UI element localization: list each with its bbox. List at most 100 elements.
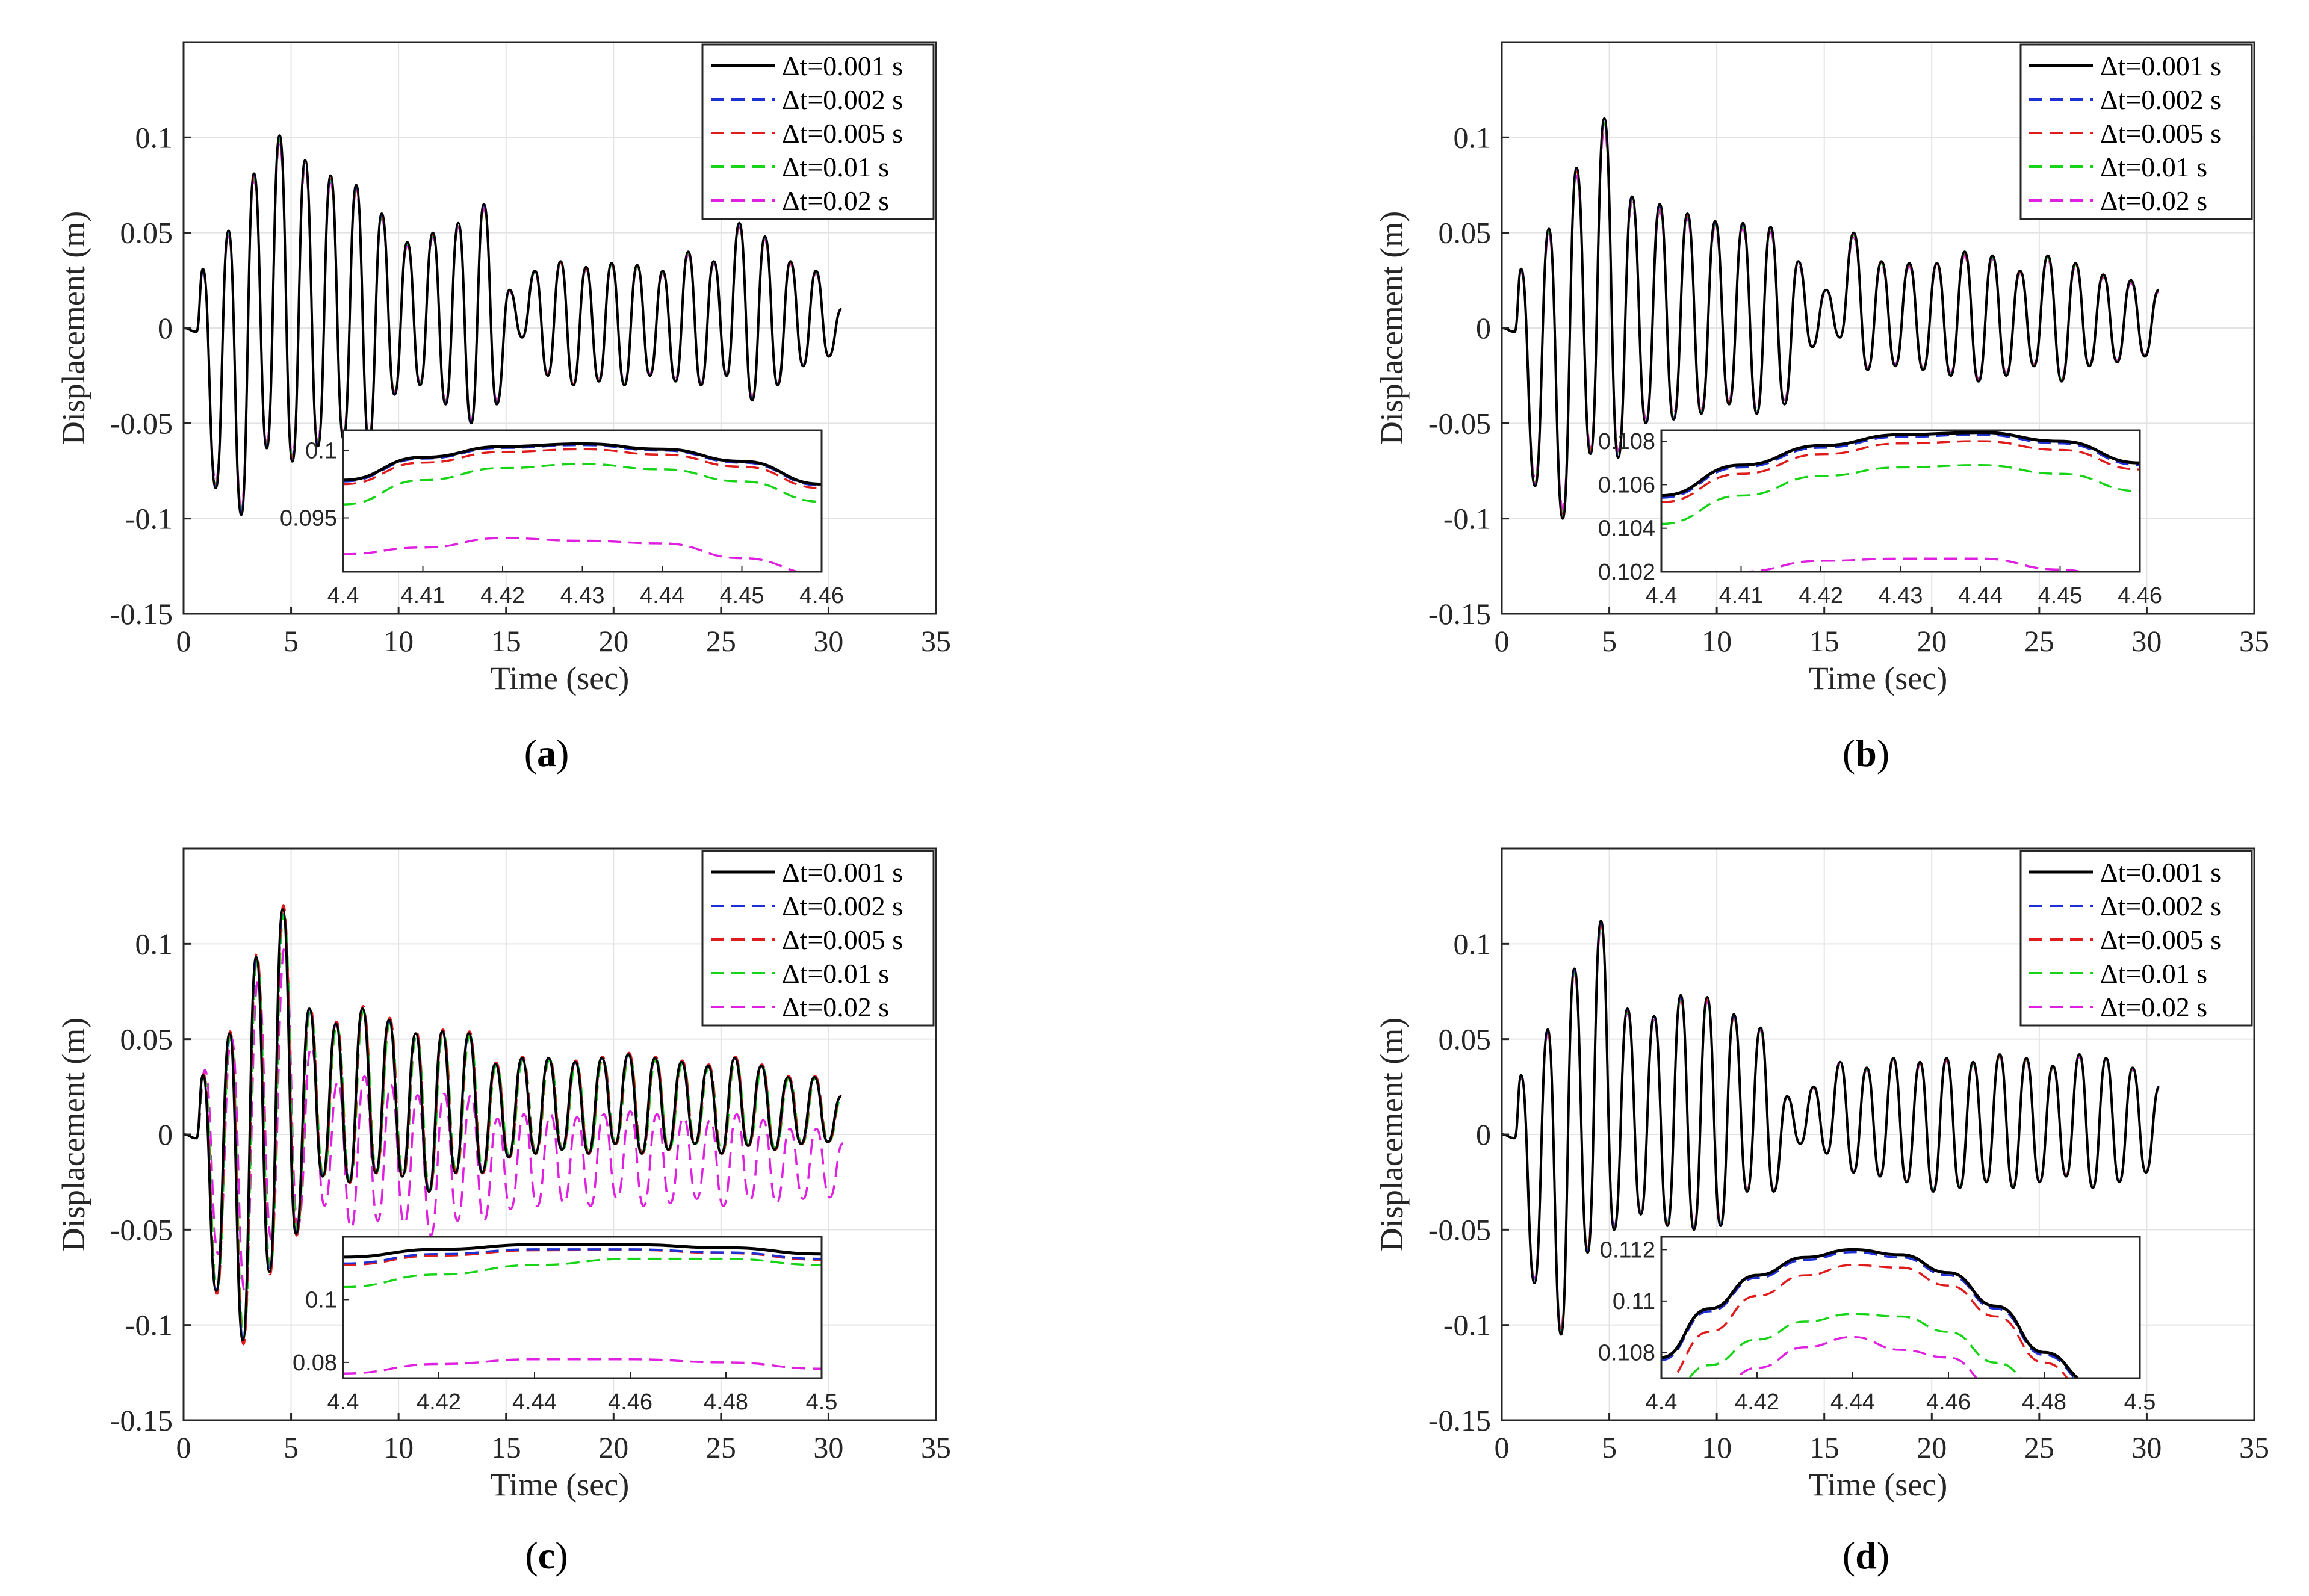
inset-line-4 (1688, 1313, 2022, 1378)
inset-x-tick-label: 4.44 (640, 583, 684, 608)
inset-y-tick-label: 0.106 (1598, 472, 1655, 498)
y-tick-label: -0.15 (1428, 1403, 1491, 1437)
x-tick-label: 0 (176, 624, 191, 658)
x-tick-label: 35 (2239, 624, 2269, 658)
inset-x-tick-label: 4.42 (1735, 1390, 1779, 1415)
legend-label: Δt=0.001 s (2100, 857, 2221, 888)
inset-x-tick-label: 4.5 (2124, 1390, 2156, 1415)
legend-label: Δt=0.002 s (782, 84, 903, 115)
inset-line-3 (1671, 1264, 2069, 1378)
legend-label: Δt=0.02 s (782, 992, 889, 1022)
x-tick-label: 30 (813, 624, 843, 658)
inset-y-tick-label: 0.108 (1598, 429, 1655, 454)
x-tick-label: 30 (2131, 624, 2162, 658)
y-tick-label: -0.1 (125, 1308, 173, 1342)
x-tick-label: 0 (1495, 624, 1510, 658)
legend-label: Δt=0.005 s (782, 118, 903, 149)
y-tick-label: -0.15 (110, 597, 173, 631)
inset-x-tick-label: 4.45 (2038, 583, 2083, 608)
chart-panel-b: 0 5 10 15 20 25 30 35 -0.15 -0.1 -0.05 0 0.05 0.1 Time… (1374, 41, 2269, 696)
inset-y-tick-label: 0.112 (1600, 1237, 1655, 1263)
y-tick-label: 0.05 (120, 1022, 173, 1056)
inset-x-tick-label: 4.48 (2022, 1390, 2066, 1415)
legend: Δt=0.001 sΔt=0.002 sΔt=0.005 sΔt=0.01 sΔ… (2019, 850, 2253, 1027)
legend-label: Δt=0.001 s (782, 857, 903, 888)
y-tick-label: -0.1 (125, 502, 173, 536)
x-tick-label: 5 (284, 624, 299, 658)
inset-chart: 4.4 4.41 4.42 4.43 4.44 4.45 4.46 0.095 0.1 (280, 429, 844, 608)
panel-label-a: (a) (524, 732, 569, 775)
inset-x-tick-label: 4.44 (1830, 1390, 1875, 1415)
inset-background (343, 1237, 822, 1378)
series-group (1501, 117, 2160, 520)
y-tick-label: 0.05 (120, 216, 173, 250)
y-tick-label: -0.05 (110, 406, 173, 440)
inset-background (343, 430, 822, 572)
legend-label: Δt=0.02 s (2100, 992, 2207, 1022)
inset-chart: 4.4 4.42 4.44 4.46 4.48 4.5 0.108 0.11 0.112 (1598, 1236, 2156, 1415)
chart-panel-a: 0 5 10 15 20 25 30 35 -0.15 -0.1 -0.05 0 0.05 0.1 Time… (55, 41, 951, 696)
x-tick-label: 10 (1702, 1431, 1732, 1464)
inset-x-tick-label: 4.43 (560, 583, 605, 608)
y-tick-label: 0 (1476, 311, 1491, 345)
y-tick-label: 0.1 (1454, 120, 1492, 154)
x-tick-label: 5 (1602, 1431, 1617, 1464)
x-tick-label: 10 (383, 1431, 414, 1464)
y-tick-label: 0.05 (1439, 1022, 1492, 1056)
inset-x-tick-label: 4.43 (1879, 583, 1923, 608)
legend: Δt=0.001 sΔt=0.002 sΔt=0.005 sΔt=0.01 sΔ… (701, 43, 935, 220)
inset-x-tick-label: 4.46 (799, 583, 844, 608)
legend-label: Δt=0.001 s (782, 51, 903, 81)
inset-x-tick-label: 4.42 (480, 583, 525, 608)
inset-y-tick-label: 0.1 (305, 439, 337, 464)
x-tick-label: 25 (706, 1431, 736, 1464)
y-tick-label: -0.15 (1428, 597, 1491, 631)
series-group (1501, 920, 2161, 1336)
y-tick-label: -0.05 (1428, 1213, 1491, 1246)
inset-line-3 (343, 448, 822, 489)
inset-chart: 4.4 4.42 4.44 4.46 4.48 4.5 0.08 0.1 (293, 1236, 837, 1415)
inset-x-tick-label: 4.45 (720, 583, 764, 608)
legend-label: Δt=0.01 s (782, 152, 889, 182)
inset-line-1 (343, 442, 822, 486)
inset-y-tick-label: 0.102 (1598, 560, 1655, 585)
inset-curves (1661, 431, 2140, 572)
series-line-1 (1501, 117, 2160, 520)
legend-label: Δt=0.01 s (2100, 152, 2207, 182)
inset-x-tick-label: 4.46 (2118, 583, 2162, 608)
inset-y-tick-label: 0.104 (1598, 516, 1655, 542)
x-tick-label: 30 (813, 1431, 843, 1464)
inset-x-tick-label: 4.46 (1926, 1390, 1971, 1415)
series-line-5 (183, 946, 845, 1293)
y-tick-label: 0 (1476, 1118, 1491, 1151)
inset-curves (343, 1243, 822, 1375)
inset-x-tick-label: 4.4 (1646, 583, 1678, 608)
inset-x-tick-label: 4.4 (1646, 1390, 1678, 1415)
inset-box (1660, 1236, 2141, 1379)
x-tick-label: 15 (1809, 624, 1839, 658)
inset-line-4 (343, 463, 822, 506)
y-tick-label: -0.15 (110, 1403, 173, 1437)
series-line-1 (183, 134, 843, 516)
legend-label: Δt=0.01 s (782, 958, 889, 989)
inset-x-tick-label: 4.44 (1958, 583, 2003, 608)
inset-x-tick-label: 4.4 (327, 583, 359, 608)
panel-label-d: (d) (1842, 1534, 1890, 1577)
y-axis-label: Displacement (m) (1374, 1018, 1410, 1251)
y-tick-label: 0.1 (135, 927, 173, 960)
series-group (183, 904, 845, 1346)
y-axis-label: Displacement (m) (55, 211, 91, 445)
x-tick-label: 25 (2024, 624, 2054, 658)
inset-x-tick-label: 4.42 (417, 1390, 461, 1415)
inset-line-4 (1661, 464, 2140, 525)
x-tick-label: 10 (1702, 624, 1732, 658)
x-tick-label: 5 (1602, 624, 1617, 658)
legend: Δt=0.001 sΔt=0.002 sΔt=0.005 sΔt=0.01 sΔ… (2019, 43, 2253, 220)
inset-x-tick-label: 4.4 (327, 1390, 359, 1415)
y-tick-label: -0.1 (1443, 502, 1491, 536)
x-tick-label: 30 (2131, 1431, 2162, 1464)
x-tick-label: 15 (491, 624, 521, 658)
inset-y-tick-label: 0.095 (280, 506, 337, 531)
x-tick-label: 5 (284, 1431, 299, 1464)
